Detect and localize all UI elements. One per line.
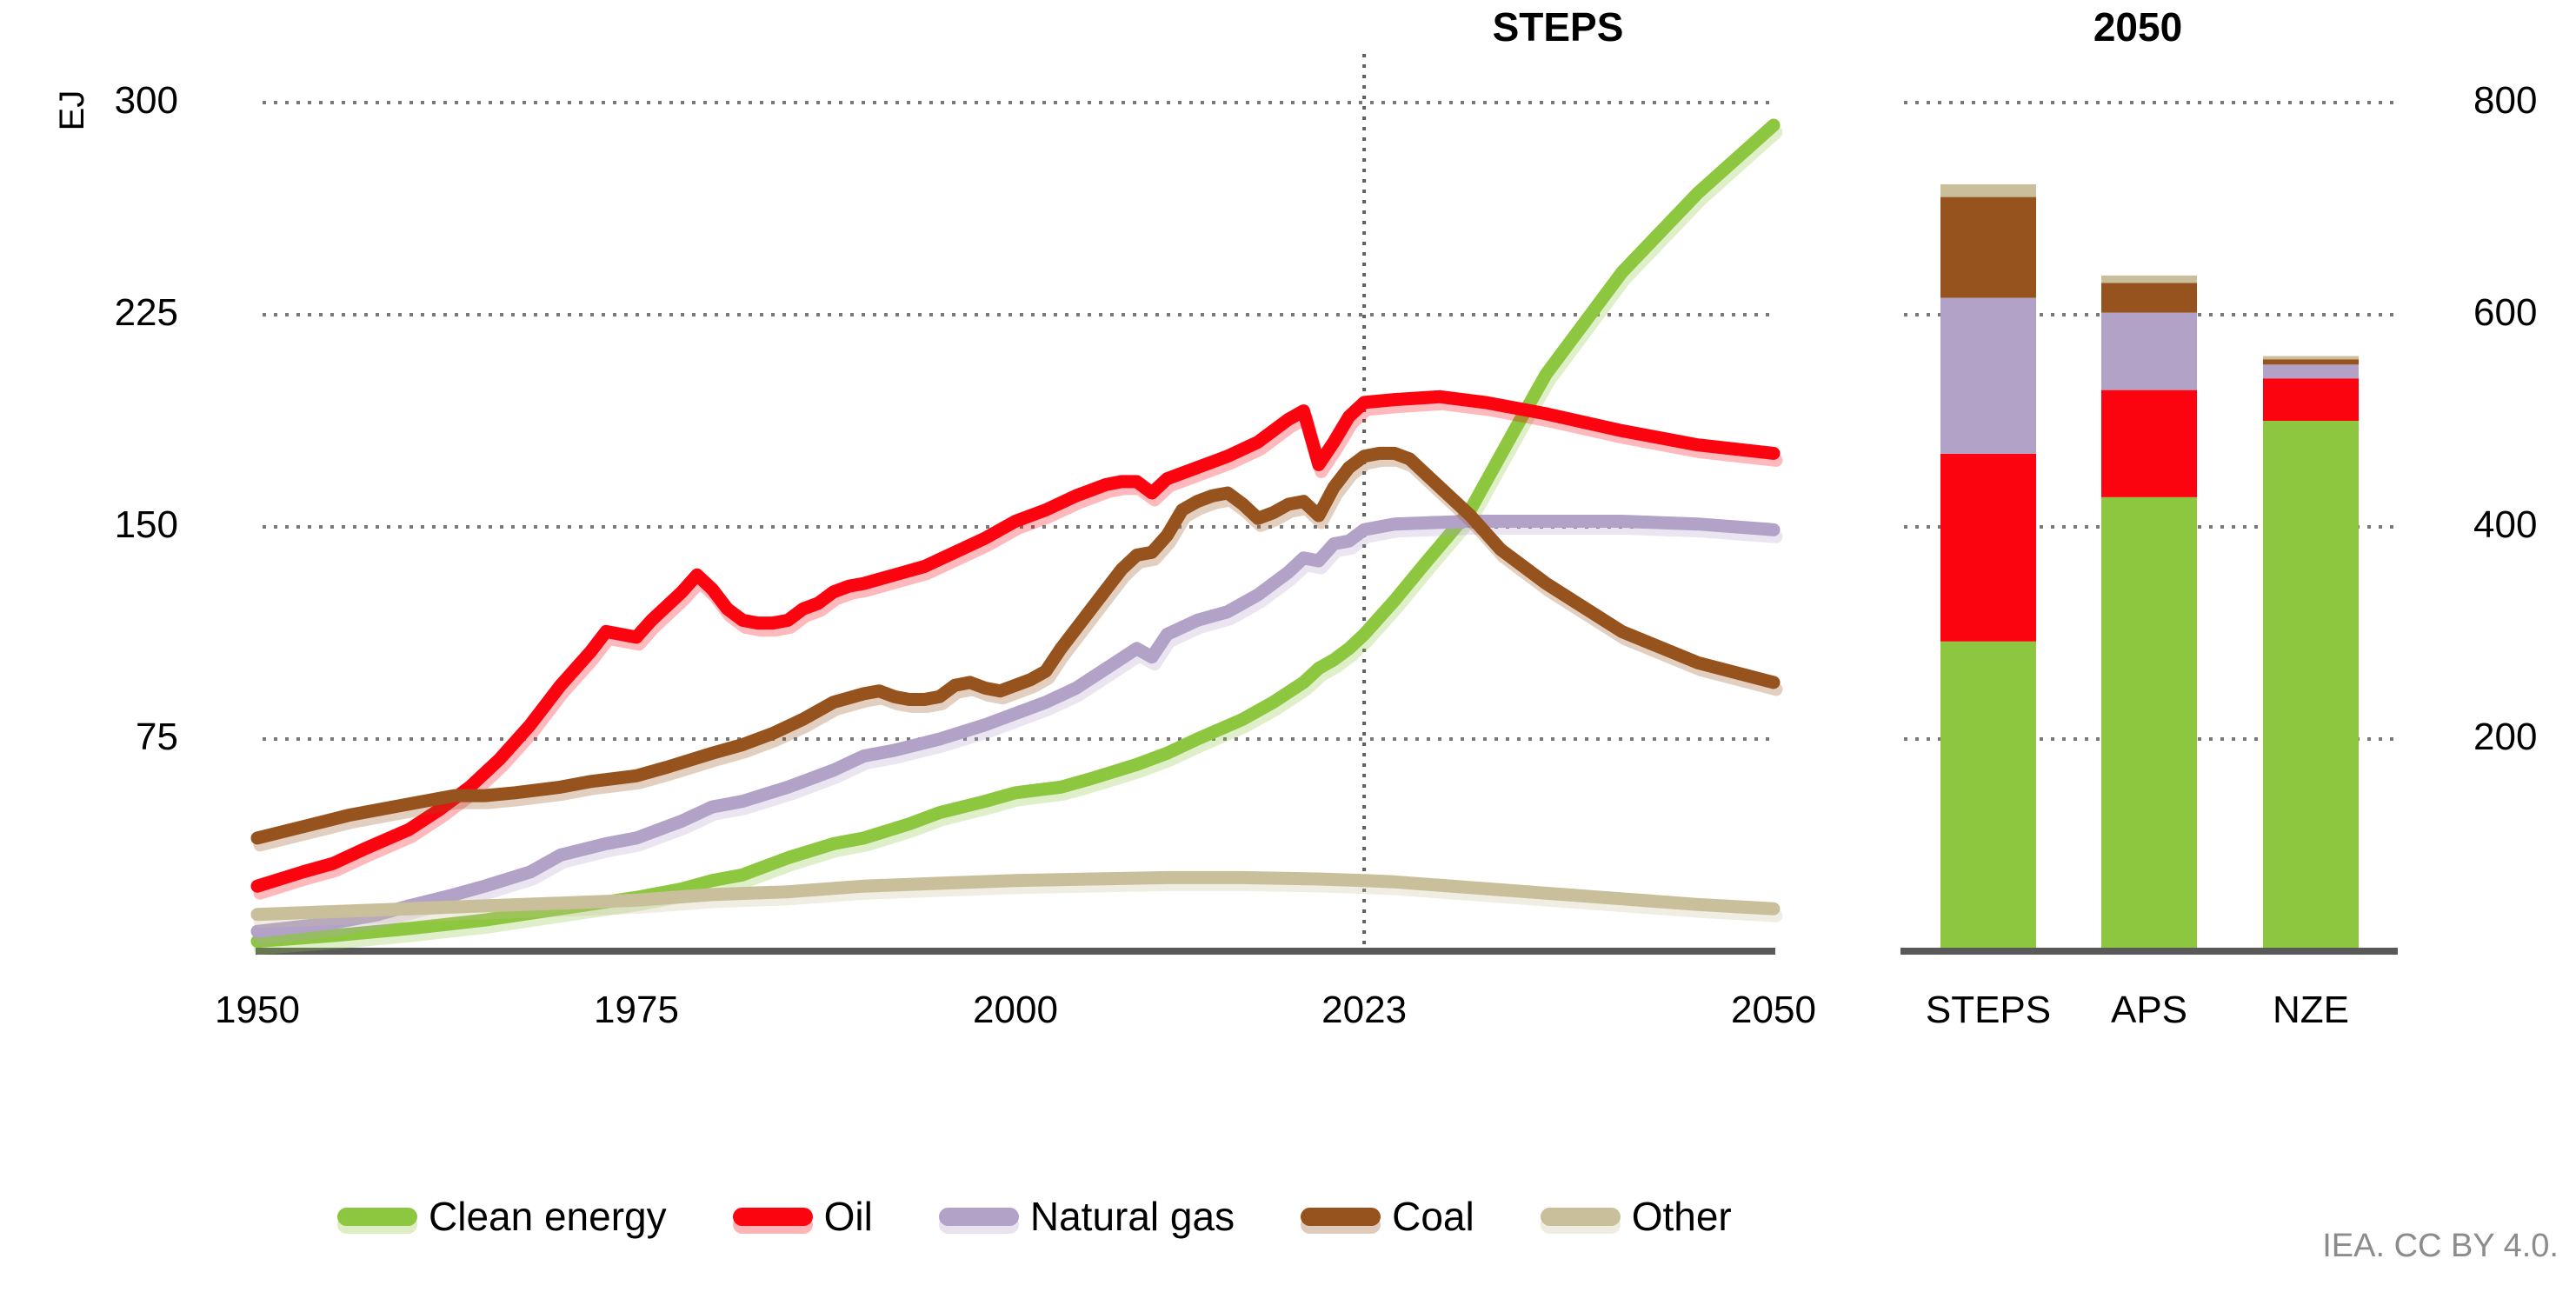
source-credit: IEA. CC BY 4.0.	[2322, 1228, 2559, 1264]
x-tick-aps: APS	[2110, 989, 2188, 1031]
legend-item-clean-energy: Clean energy	[337, 1191, 667, 1242]
series-shadow-clean-energy	[253, 125, 1783, 956]
legend-swatch-natural-gas-icon	[938, 1207, 1019, 1226]
y-tick-right-600: 600	[2473, 291, 2538, 334]
x-tick-2023: 2023	[1321, 989, 1408, 1031]
bar-segment-aps-coal	[2101, 283, 2197, 313]
bar-segment-aps-oil	[2101, 390, 2197, 497]
series-shadow-other	[253, 877, 1783, 929]
series-line-natural-gas	[250, 515, 1781, 938]
x-tick-2000: 2000	[973, 989, 1058, 1031]
x-tick-1975: 1975	[594, 989, 679, 1031]
legend-item-natural-gas: Natural gas	[938, 1191, 1235, 1242]
series-line-oil	[250, 390, 1781, 893]
y-tick-right-200: 200	[2473, 716, 2538, 758]
y-tick-right-400: 400	[2473, 503, 2538, 546]
series-line-clean-energy	[250, 118, 1781, 949]
legend-label: Natural gas	[1029, 1194, 1235, 1239]
legend-label: Clean energy	[429, 1194, 667, 1239]
legend-swatch-oil-icon	[732, 1207, 813, 1226]
bar-segment-nze-oil	[2263, 378, 2359, 421]
y-tick-left-75: 75	[136, 716, 178, 758]
bar-segment-nze-coal	[2263, 359, 2359, 365]
bar-segment-steps-other	[1940, 183, 2036, 197]
legend-label: Oil	[823, 1194, 873, 1239]
x-tick-steps: STEPS	[1925, 989, 2052, 1031]
legend-label: Coal	[1392, 1194, 1474, 1239]
legend-item-coal: Coal	[1301, 1191, 1474, 1242]
bar-segment-steps-coal	[1940, 196, 2036, 298]
y-tick-left-150: 150	[114, 503, 178, 546]
legend-swatch-clean-energy-icon	[337, 1207, 417, 1226]
legend-item-other: Other	[1540, 1191, 1732, 1242]
bar-segment-aps-other	[2101, 275, 2197, 283]
legend-swatch-other-icon	[1540, 1207, 1621, 1226]
x-tick-nze: NZE	[2273, 989, 2349, 1031]
bar-segment-nze-natural-gas	[2263, 364, 2359, 379]
series-shadow-oil	[253, 396, 1783, 900]
y-tick-left-300: 300	[114, 79, 178, 122]
series-shadow-natural-gas	[253, 522, 1783, 945]
bar-segment-steps-natural-gas	[1940, 297, 2036, 454]
y-tick-left-225: 225	[114, 291, 178, 334]
legend-item-oil: Oil	[732, 1191, 873, 1242]
bar-segment-steps-clean-energy	[1940, 641, 2036, 951]
series-line-coal	[250, 446, 1781, 845]
legend: Clean energy Oil Natural gas Coal Other	[337, 1191, 1732, 1242]
x-tick-2050: 2050	[1731, 989, 1816, 1031]
bar-chart-title: 2050	[2093, 4, 2183, 50]
bar-segment-nze-other	[2263, 356, 2359, 360]
bar-segment-aps-clean-energy	[2101, 496, 2197, 951]
legend-label: Other	[1631, 1194, 1732, 1239]
x-tick-1950: 1950	[215, 989, 300, 1031]
line-chart-title: STEPS	[1492, 4, 1624, 50]
series-line-other	[250, 870, 1781, 922]
bar-segment-aps-natural-gas	[2101, 312, 2197, 390]
legend-swatch-coal-icon	[1301, 1207, 1381, 1226]
bar-segment-nze-clean-energy	[2263, 421, 2359, 951]
bar-segment-steps-oil	[1940, 453, 2036, 642]
y-tick-right-800: 800	[2473, 79, 2538, 122]
